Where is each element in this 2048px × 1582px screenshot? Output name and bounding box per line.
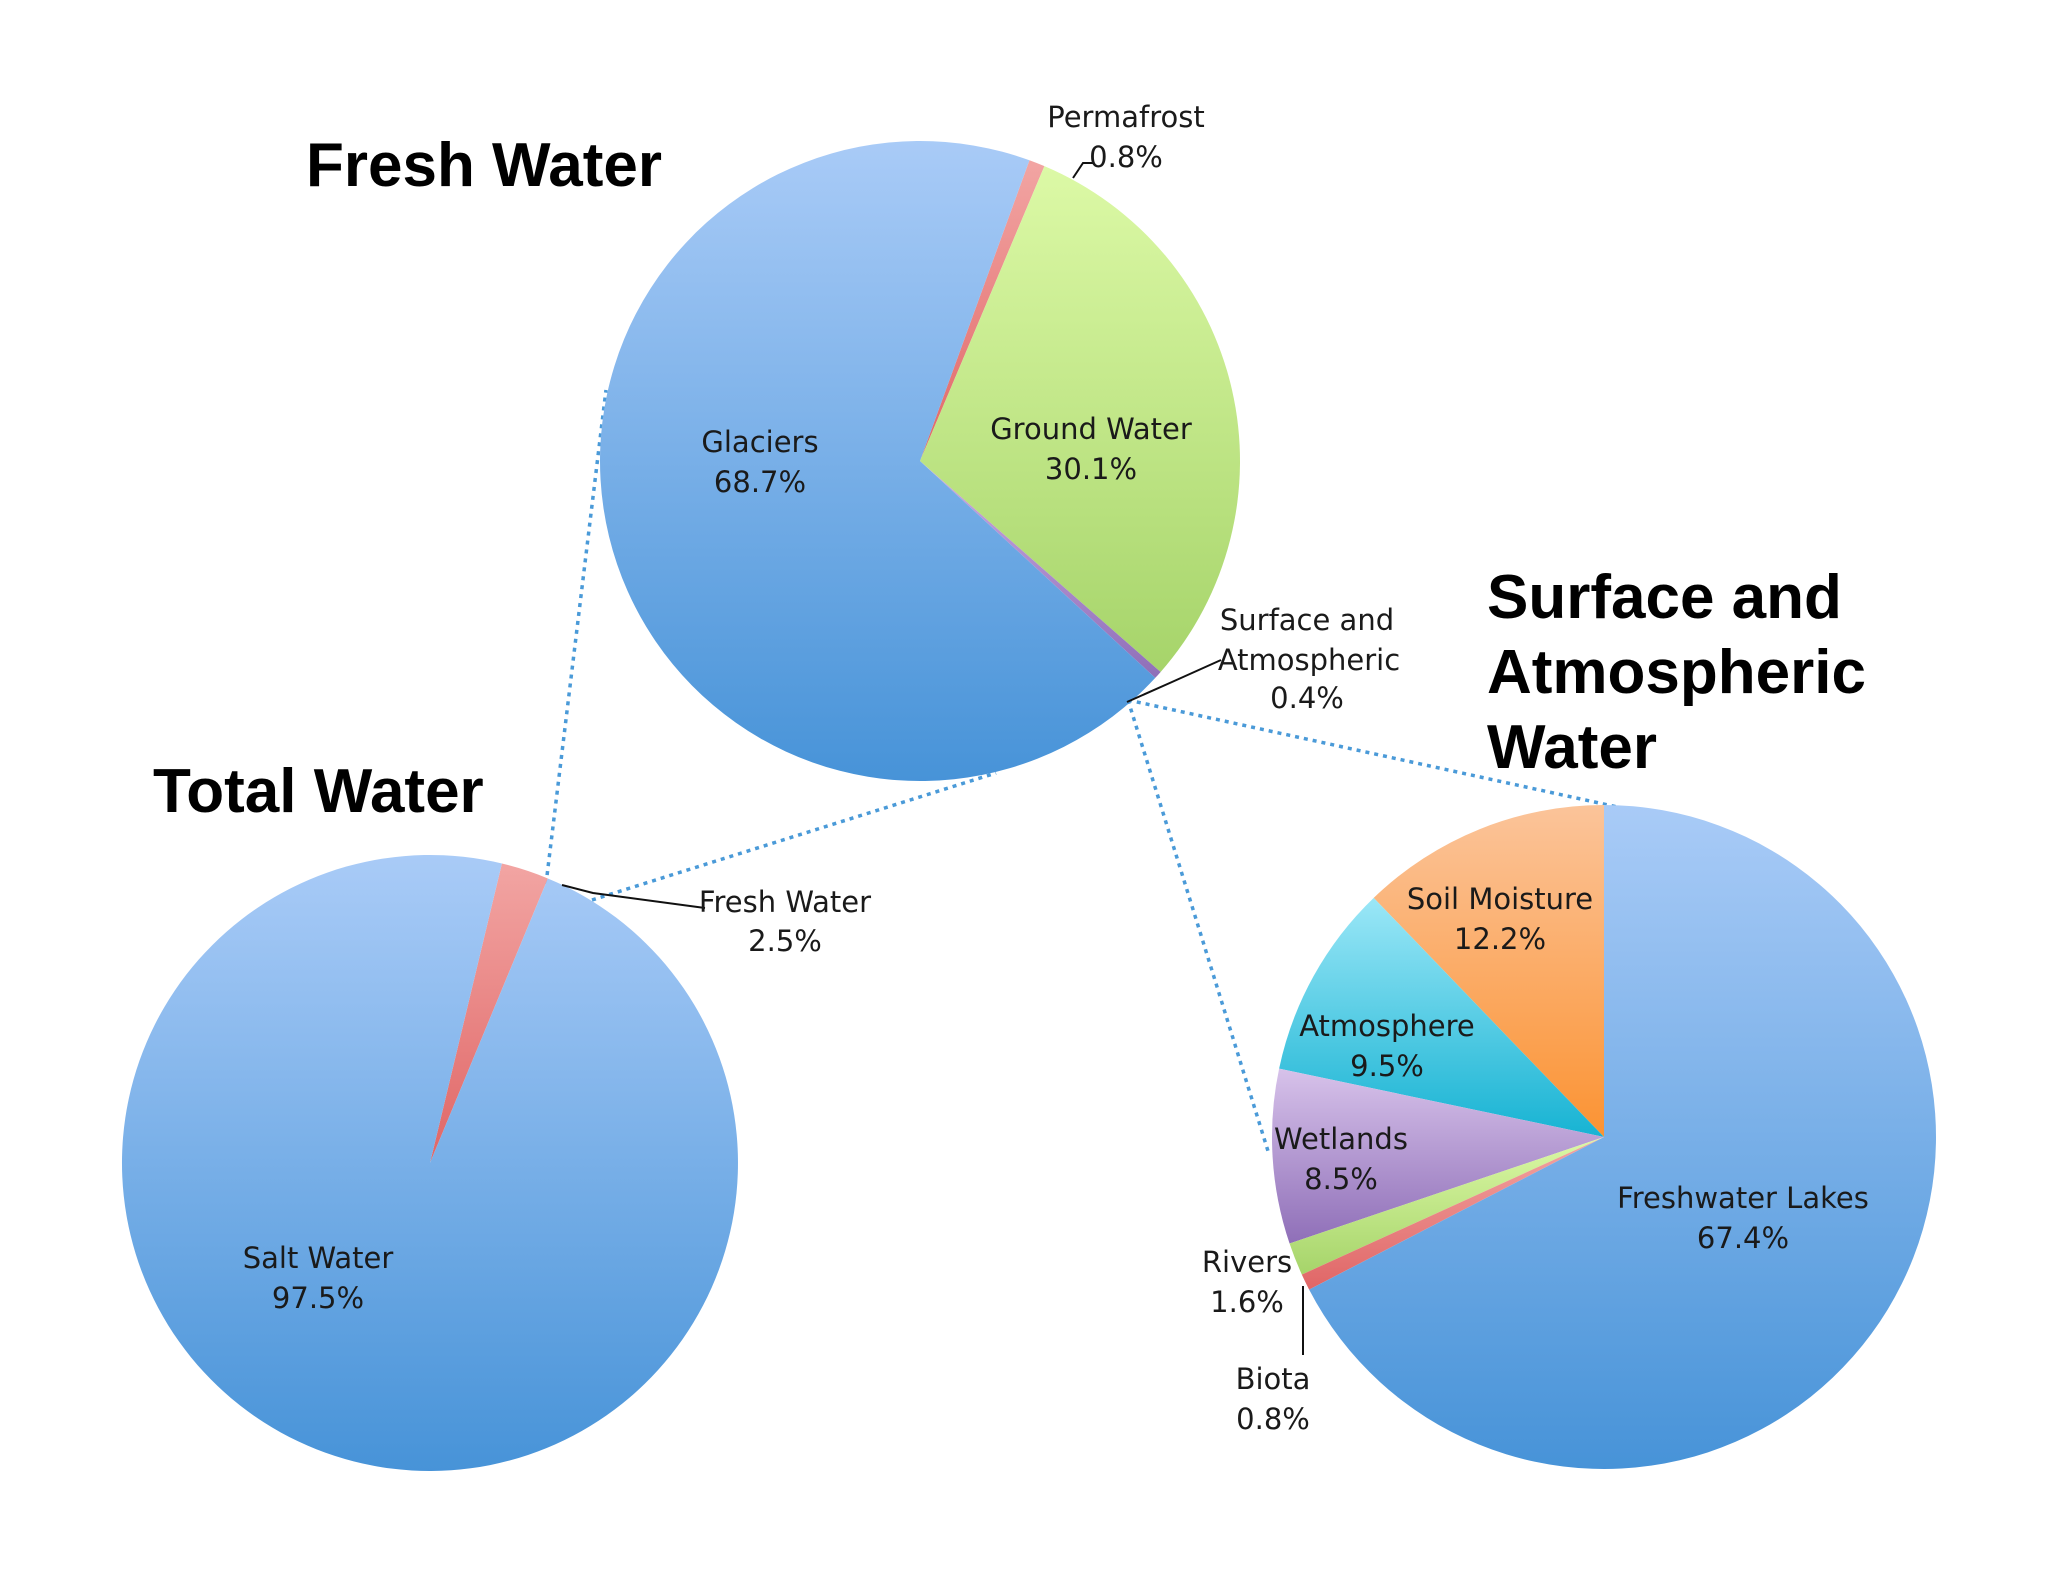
slice-wetlands [1271,1068,1604,1244]
connector-fresh-to-surface-lower [1126,699,1270,1152]
label-fresh-water-value: 2.5% [748,924,822,958]
connector-lines [544,389,1687,1152]
connector-total-to-fresh-lower [591,771,997,902]
leader-surface-atmospheric [1126,659,1222,703]
leader-fresh-water [561,884,706,909]
slice-salt-water [121,854,738,1471]
slice-rivers [1289,1137,1604,1275]
label-salt-water-value: 97.5% [272,1281,364,1315]
slice-atmosphere [1279,897,1604,1137]
title-total-water: Total Water [153,757,484,826]
slice-glaciers [600,141,1156,782]
leader-permafrost [1072,162,1094,179]
leader-lines [561,162,1304,1355]
title-fresh-water: Fresh Water [306,131,662,200]
label-biota-value: 0.8% [1236,1402,1310,1436]
labels-fresh-water: Glaciers 68.7% Permafrost 0.8% Ground Wa… [701,100,1400,715]
title-surface-line-2: Atmospheric [1487,638,1866,707]
label-salt-water-name: Salt Water [243,1241,394,1275]
slice-fresh-water [430,863,548,1163]
label-surface-atmospheric-name-2: Atmospheric [1218,643,1400,677]
slice-surface-and-atmospheric [920,461,1161,678]
title-surface-line-1: Surface and [1487,563,1842,632]
pie-surface-atmospheric-water [1271,805,1937,1469]
label-glaciers-name: Glaciers [701,425,818,459]
connector-total-to-fresh-upper [544,389,608,885]
label-soil-moisture-name: Soil Moisture [1407,882,1593,916]
pie-total-water [121,854,738,1471]
label-surface-atmospheric-value: 0.4% [1270,681,1344,715]
labels-surface-water: Freshwater Lakes 67.4% Soil Moisture 12.… [1202,882,1869,1436]
slice-ground-water [920,166,1241,672]
slice-soil-moisture [1373,805,1604,1137]
slice-permafrost [920,160,1045,462]
slice-biota [1301,1137,1604,1290]
label-freshwater-lakes-value: 67.4% [1697,1221,1789,1255]
label-ground-water-name: Ground Water [990,412,1192,446]
labels-total-water: Salt Water 97.5% Fresh Water 2.5% [243,885,871,1315]
slice-freshwater-lakes [1309,805,1937,1469]
pie-fresh-water [600,141,1241,782]
label-ground-water-value: 30.1% [1045,452,1137,486]
label-wetlands-name: Wetlands [1274,1122,1408,1156]
label-atmosphere-value: 9.5% [1350,1049,1424,1083]
label-biota-name: Biota [1236,1362,1311,1396]
label-surface-atmospheric-name-1: Surface and [1220,603,1394,637]
label-freshwater-lakes-name: Freshwater Lakes [1617,1181,1869,1215]
label-rivers-value: 1.6% [1210,1285,1284,1319]
title-surface-line-3: Water [1487,713,1657,782]
label-permafrost-name: Permafrost [1047,100,1204,134]
label-soil-moisture-value: 12.2% [1454,922,1546,956]
label-fresh-water-name: Fresh Water [699,885,871,919]
label-rivers-name: Rivers [1202,1245,1292,1279]
label-wetlands-value: 8.5% [1304,1162,1378,1196]
label-permafrost-value: 0.8% [1089,140,1163,174]
label-glaciers-value: 68.7% [714,465,806,499]
label-atmosphere-name: Atmosphere [1299,1009,1475,1043]
